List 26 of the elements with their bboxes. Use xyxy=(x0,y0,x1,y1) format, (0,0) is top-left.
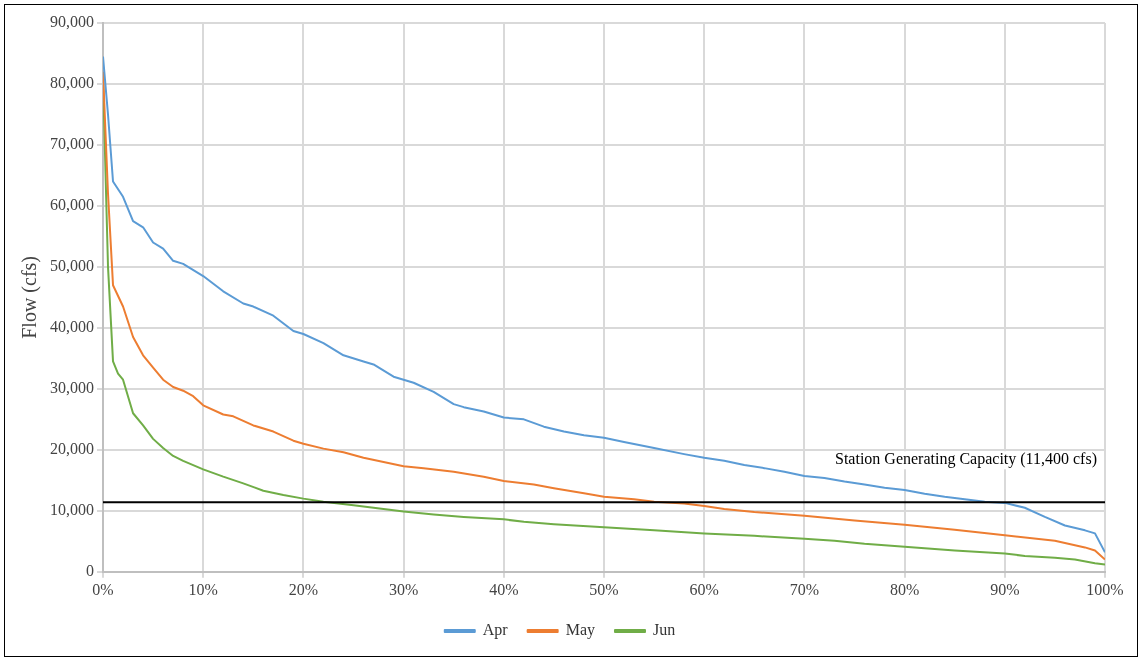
y-tick-label: 0 xyxy=(86,562,94,579)
legend-label: Apr xyxy=(482,621,509,640)
legend-label: Jun xyxy=(652,621,676,639)
x-tick-label: 60% xyxy=(689,580,719,598)
x-tick-label: 20% xyxy=(288,580,319,598)
y-tick-label: 20,000 xyxy=(50,440,94,458)
y-tick-label: 90,000 xyxy=(50,13,94,31)
ref-line-label: Station Generating Capacity (11,400 cfs) xyxy=(835,450,1097,469)
x-tick-label: 30% xyxy=(388,580,419,598)
y-tick-label: 30,000 xyxy=(50,379,94,397)
y-tick-label: 60,000 xyxy=(50,196,94,214)
legend-label: May xyxy=(565,621,595,640)
x-tick-label: 10% xyxy=(188,580,218,598)
y-tick-label: 70,000 xyxy=(50,135,94,153)
x-tick-label: 70% xyxy=(789,580,820,598)
y-tick-label: 40,000 xyxy=(50,318,94,336)
x-tick-label: 90% xyxy=(990,580,1020,598)
y-tick-label: 80,000 xyxy=(50,74,94,92)
y-tick-label: 10,000 xyxy=(50,501,94,519)
x-tick-label: 50% xyxy=(589,580,619,598)
x-tick-label: 40% xyxy=(489,580,519,598)
y-tick-label: 50,000 xyxy=(50,257,94,275)
x-tick-label: 100% xyxy=(1086,580,1124,598)
x-tick-label: 80% xyxy=(889,580,920,598)
x-tick-label: 0% xyxy=(92,580,114,598)
y-axis-title: Flow (cfs) xyxy=(18,256,42,339)
